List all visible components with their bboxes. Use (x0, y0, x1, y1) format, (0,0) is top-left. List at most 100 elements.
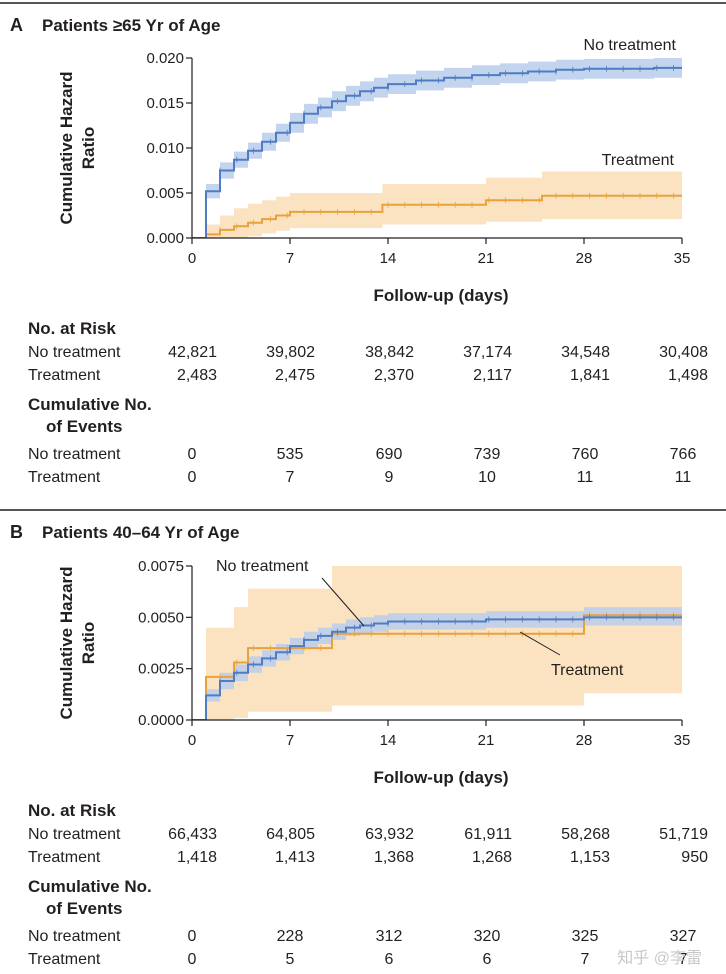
table-cell: 9 (384, 469, 394, 486)
table-cell: 11 (576, 469, 594, 486)
panel-b-letter: B (10, 522, 23, 542)
ci-band-no-treatment (192, 58, 682, 238)
table-cell: 1,268 (471, 849, 512, 866)
events-header-line2: of Events (46, 899, 123, 918)
x-tick-label: 35 (674, 732, 691, 749)
table-cell: 39,802 (266, 344, 315, 361)
panel-b-chart: 0.0000 0.0025 0.0050 0.0075 0 7 14 21 28 35 Follow… (57, 558, 690, 787)
leader-line (321, 577, 365, 627)
table-cell: 228 (276, 928, 304, 945)
y-tick-label: 0.010 (146, 140, 184, 157)
x-tick-label: 35 (674, 250, 691, 267)
ci-band-no-treatment (192, 607, 682, 720)
x-tick-label: 0 (188, 250, 196, 267)
table-cell: 66,433 (168, 826, 217, 843)
table-cell: 312 (375, 928, 403, 945)
table-cell: 1,368 (373, 849, 414, 866)
series-label-no-treatment: No treatment (216, 558, 309, 575)
table-cell: 6 (482, 951, 492, 968)
table-cell: 1,498 (667, 367, 708, 384)
table-cell: 535 (276, 446, 304, 463)
table-cell: 0 (187, 928, 197, 945)
table-cell: 58,268 (561, 826, 610, 843)
y-tick-label: 0.0025 (138, 661, 184, 678)
table-cell: 2,475 (274, 367, 315, 384)
y-tick-label: 0.0050 (138, 609, 184, 626)
table-cell: 327 (669, 928, 697, 945)
y-tick-label: 0.015 (146, 95, 184, 112)
table-row-label: No treatment (28, 826, 121, 843)
table-cell: 1,841 (569, 367, 610, 384)
table-cell: 1,153 (569, 849, 610, 866)
risk-header: No. at Risk (28, 801, 116, 820)
events-header-line1: Cumulative No. (28, 877, 152, 896)
table-cell: 1,413 (274, 849, 315, 866)
table-cell: 760 (571, 446, 599, 463)
table-cell: 0 (187, 469, 197, 486)
panel-b-title: Patients 40–64 Yr of Age (42, 523, 240, 542)
table-cell: 2,117 (473, 367, 512, 384)
series-label-treatment: Treatment (602, 152, 675, 169)
x-axis-label: Follow-up (days) (373, 768, 508, 787)
table-cell: 739 (473, 446, 501, 463)
x-tick-label: 21 (478, 250, 495, 267)
table-cell: 320 (473, 928, 501, 945)
y-axis-label: Cumulative Hazard Ratio (57, 71, 98, 224)
table-cell: 2,483 (176, 367, 217, 384)
y-axis-label-line1: Cumulative Hazard (57, 71, 76, 224)
table-cell: 0 (187, 446, 197, 463)
series-label-treatment: Treatment (551, 662, 624, 679)
table-cell: 61,911 (464, 826, 512, 843)
series-line-no-treatment (192, 616, 682, 720)
table-cell: 6 (384, 951, 394, 968)
x-tick-label: 28 (576, 250, 593, 267)
y-axis-label: Cumulative Hazard Ratio (57, 566, 98, 719)
table-cell: 11 (674, 469, 692, 486)
leader-line (519, 631, 561, 656)
table-cell: 7 (678, 951, 688, 968)
table-cell: 64,805 (266, 826, 315, 843)
panel-a-letter: A (10, 15, 23, 35)
table-cell: 30,408 (659, 344, 708, 361)
x-tick-label: 0 (188, 732, 196, 749)
table-cell: 42,821 (168, 344, 217, 361)
events-header-line2: of Events (46, 417, 123, 436)
y-tick-label: 0.020 (146, 50, 184, 67)
table-cell: 0 (187, 951, 197, 968)
y-tick-label: 0.0000 (138, 712, 184, 729)
x-tick-label: 7 (286, 250, 294, 267)
events-header-line1: Cumulative No. (28, 395, 152, 414)
table-cell: 7 (285, 469, 295, 486)
table-cell: 1,418 (176, 849, 217, 866)
watermark: 知乎 @李雷 (617, 950, 702, 967)
table-cell: 7 (580, 951, 590, 968)
y-axis-label-line1: Cumulative Hazard (57, 566, 76, 719)
x-tick-label: 14 (380, 250, 397, 267)
table-cell: 51,719 (659, 826, 708, 843)
ci-band-treatment (192, 566, 682, 720)
table-row-label: No treatment (28, 446, 121, 463)
top-rule (0, 2, 726, 4)
table-cell: 5 (285, 951, 295, 968)
table-row-label: Treatment (28, 951, 101, 968)
y-tick-label: 0.005 (146, 185, 184, 202)
y-axis-label-line2: Ratio (79, 622, 98, 665)
table-cell: 38,842 (365, 344, 414, 361)
table-row-label: Treatment (28, 849, 101, 866)
table-row-label: No treatment (28, 344, 121, 361)
table-cell: 950 (681, 849, 708, 866)
y-tick-label: 0.0075 (138, 558, 184, 575)
table-row-label: Treatment (28, 367, 101, 384)
middle-rule (0, 509, 726, 511)
table-cell: 63,932 (365, 826, 414, 843)
panel-a-chart: 0.000 0.005 0.010 0.015 0.020 0 7 14 21 28 35 Follo… (57, 37, 691, 305)
table-cell: 10 (478, 469, 496, 486)
x-tick-label: 14 (380, 732, 397, 749)
x-tick-label: 28 (576, 732, 593, 749)
table-cell: 766 (669, 446, 697, 463)
table-cell: 325 (571, 928, 599, 945)
x-tick-label: 21 (478, 732, 495, 749)
series-label-no-treatment: No treatment (584, 37, 677, 54)
series-line-treatment (192, 614, 682, 720)
x-tick-label: 7 (286, 732, 294, 749)
